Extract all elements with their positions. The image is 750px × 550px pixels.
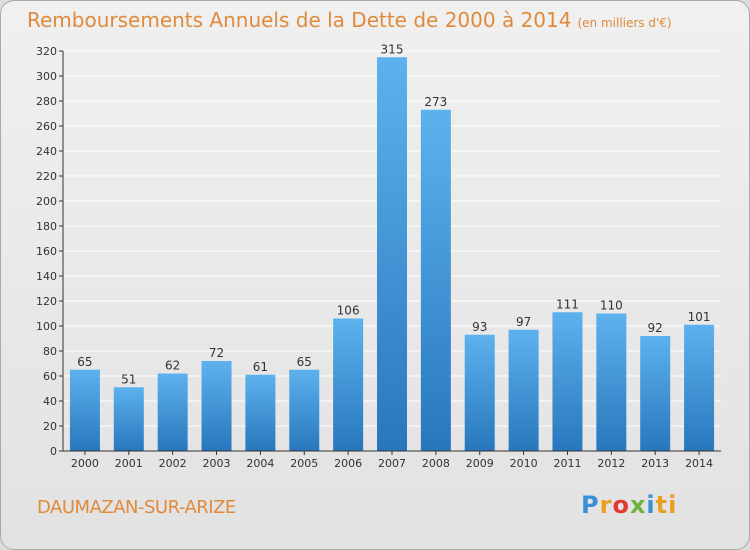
chart-title: Remboursements Annuels de la Dette de 20… <box>27 8 672 32</box>
y-tick-label: 20 <box>43 420 57 433</box>
bar <box>596 313 627 451</box>
y-tick-label: 100 <box>36 320 57 333</box>
bar <box>157 373 188 451</box>
bar <box>201 361 232 451</box>
logo-letter: x <box>629 491 647 519</box>
x-tick-label: 2014 <box>685 457 713 470</box>
logo-letter: i <box>646 491 656 519</box>
bar <box>245 374 276 451</box>
x-tick-label: 2002 <box>159 457 187 470</box>
data-label: 97 <box>516 315 531 329</box>
axes <box>59 50 721 455</box>
data-label: 65 <box>297 355 312 369</box>
y-tick-label: 0 <box>50 445 57 458</box>
data-label: 273 <box>424 95 447 109</box>
data-label: 101 <box>688 310 711 324</box>
y-tick-label: 80 <box>43 345 57 358</box>
y-tick-label: 40 <box>43 395 57 408</box>
chart-title-text: Remboursements Annuels de la Dette de 20… <box>27 8 572 32</box>
data-labels: 65 51 62 72 61 65 106 315 273 93 97 111 110 92 101 <box>77 42 710 386</box>
y-tick-labels: 0 20 40 60 80 100 120 140 160 180 200 220 240 260 280 3… <box>36 45 57 458</box>
x-tick-label: 2001 <box>115 457 143 470</box>
bar <box>377 57 407 451</box>
data-label: 65 <box>77 355 92 369</box>
logo-letter: r <box>599 491 613 519</box>
y-tick-label: 240 <box>36 145 57 158</box>
data-label: 315 <box>381 42 404 56</box>
y-tick-label: 60 <box>43 370 57 383</box>
data-label: 111 <box>556 297 579 311</box>
data-label: 51 <box>121 372 136 386</box>
x-tick-label: 2003 <box>203 457 231 470</box>
bar <box>333 318 364 451</box>
chart-unit: (en milliers d'€) <box>577 16 672 30</box>
data-label: 92 <box>648 321 663 335</box>
bar <box>508 329 539 451</box>
x-tick-label: 2010 <box>510 457 538 470</box>
data-label: 110 <box>600 299 623 313</box>
proxiti-logo: Proxiti <box>581 491 677 519</box>
y-tick-label: 140 <box>36 270 57 283</box>
y-tick-label: 260 <box>36 120 57 133</box>
bar <box>640 336 671 451</box>
x-tick-label: 2004 <box>246 457 274 470</box>
y-tick-label: 120 <box>36 295 57 308</box>
data-label: 61 <box>253 360 268 374</box>
x-tick-label: 2008 <box>422 457 450 470</box>
bar <box>69 369 100 451</box>
bar <box>420 109 451 451</box>
data-label: 93 <box>472 320 487 334</box>
commune-name: DAUMAZAN-SUR-ARIZE <box>37 497 236 518</box>
x-tick-label: 2011 <box>553 457 581 470</box>
x-tick-label: 2006 <box>334 457 362 470</box>
y-tick-label: 200 <box>36 195 57 208</box>
bar <box>684 324 715 451</box>
logo-letter: o <box>612 491 630 519</box>
y-tick-label: 180 <box>36 220 57 233</box>
x-tick-label: 2007 <box>378 457 406 470</box>
y-tick-label: 300 <box>36 70 57 83</box>
bar <box>113 387 144 451</box>
x-tick-label: 2012 <box>597 457 625 470</box>
x-tick-label: 2013 <box>641 457 669 470</box>
y-tick-label: 220 <box>36 170 57 183</box>
y-tick-label: 160 <box>36 245 57 258</box>
logo-letter: ti <box>655 491 678 519</box>
data-label: 62 <box>165 359 180 373</box>
x-tick-label: 2000 <box>71 457 99 470</box>
y-tick-label: 320 <box>36 45 57 58</box>
bar <box>552 312 583 451</box>
bar <box>464 334 495 451</box>
y-tick-label: 280 <box>36 95 57 108</box>
bars <box>69 57 715 451</box>
data-label: 72 <box>209 346 224 360</box>
x-tick-label: 2005 <box>290 457 318 470</box>
x-tick-labels: 2000 2001 2002 2003 2004 2005 2006 2007 2008 2009… <box>71 457 713 470</box>
bar <box>289 369 320 451</box>
data-label: 106 <box>337 304 360 318</box>
logo-letter: P <box>581 491 600 519</box>
x-tick-label: 2009 <box>466 457 494 470</box>
